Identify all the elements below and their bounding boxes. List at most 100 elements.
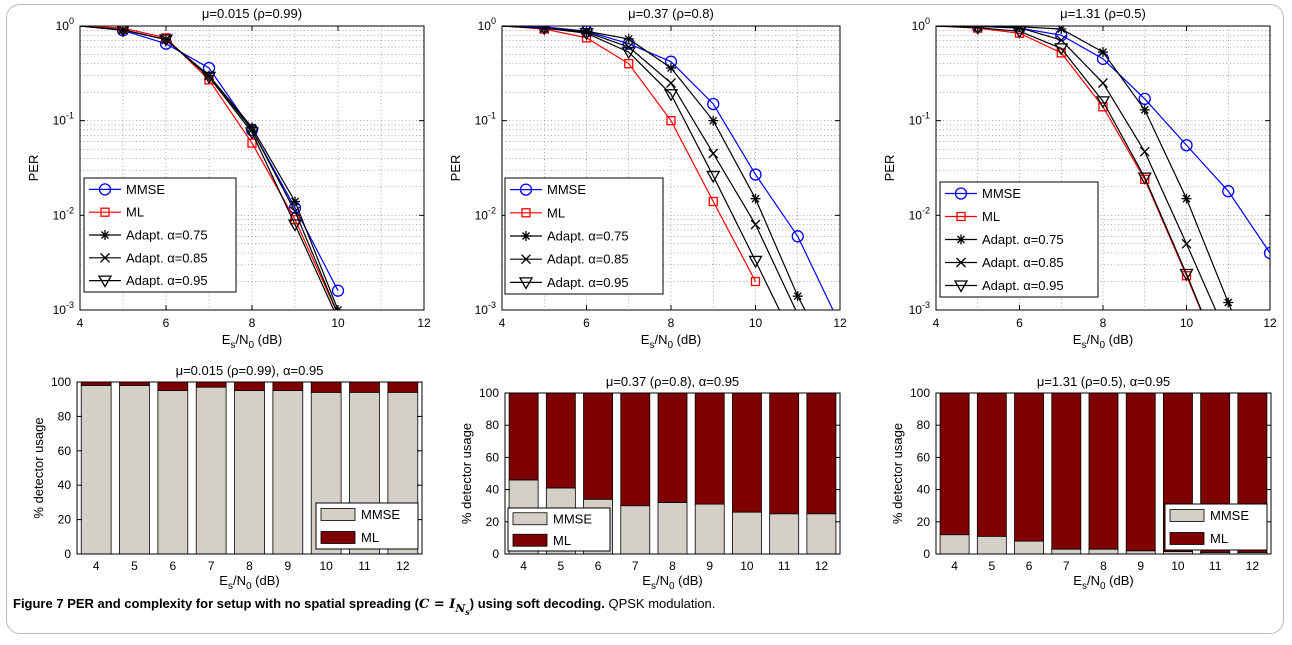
usage-chart-1: 0 20 40 60 80 100 4 5 6 7 8 9 10 11 12 μ=0.015 (ρ=0.99)…: [31, 363, 423, 592]
bar-ml: [272, 381, 304, 392]
point-adapt-0-95: [116, 26, 130, 38]
series-line-adapt-0-95: [80, 26, 335, 310]
point-adapt-0-85: [708, 148, 719, 159]
bar-ml: [310, 381, 342, 393]
y-axis-label: % detector usage: [31, 417, 46, 518]
bar-mmse: [119, 385, 150, 555]
y-tick-label: 100: [912, 16, 930, 33]
legend-label: MMSE: [553, 511, 592, 526]
legend-marker: [954, 187, 968, 200]
bar-ml: [387, 381, 419, 393]
y-axis-label: PER: [448, 155, 463, 182]
bar-ml: [1125, 392, 1156, 552]
bar-ml: [657, 392, 688, 503]
point-ml: [666, 116, 676, 126]
series-group: [502, 26, 834, 310]
legend: MMSE ML Adapt. α=0.75 Adapt. α=0.85 Adapt. α…: [83, 177, 237, 293]
legend-label: Adapt. α=0.75: [126, 228, 208, 243]
legend-swatch: [512, 533, 548, 547]
point-adapt-0-75: [1181, 193, 1192, 204]
legend-marker: [521, 208, 531, 218]
legend-label: ML: [553, 533, 571, 548]
legend-label: ML: [547, 205, 565, 220]
x-tick-label: 5: [131, 559, 138, 573]
x-tick-label: 12: [815, 559, 829, 573]
x-tick-label: 4: [520, 559, 527, 573]
point-adapt-0-95: [1054, 43, 1069, 56]
x-tick-label: 10: [1171, 559, 1185, 573]
plot-frame: [935, 392, 1272, 555]
legend-marker: [956, 234, 966, 245]
point-adapt-0-95: [1095, 96, 1111, 109]
x-tick-label: 9: [706, 559, 713, 573]
point-adapt-0-75: [792, 291, 803, 302]
x-tick-label: 11: [1209, 559, 1222, 573]
point-mmse: [749, 168, 762, 181]
x-tick-label: 10: [749, 316, 763, 330]
x-tick-label: 7: [208, 559, 215, 573]
x-tick-label: 6: [163, 316, 170, 330]
y-axis-label: % detector usage: [890, 423, 905, 524]
bar-mmse: [620, 505, 651, 555]
bar-ml: [234, 381, 265, 392]
usage-chart-2: 0 20 40 60 80 100 4 5 6 7 8 9 10 11 12 μ=0.37 (ρ=0.8), …: [459, 374, 841, 592]
point-mmse: [1180, 139, 1193, 152]
chart-title: μ=1.31 (ρ=0.5): [1060, 6, 1146, 21]
legend-marker: [100, 230, 110, 240]
point-adapt-0-85: [666, 78, 676, 88]
chart-title: μ=0.37 (ρ=0.8), α=0.95: [606, 374, 739, 389]
per-chart-3: 4 6 8 10 12 10-3 10-2 10-1 100 μ=1.31 (ρ=0.5) PER E…: [882, 6, 1277, 351]
bar-ml: [349, 381, 380, 393]
bar-ml: [939, 392, 970, 536]
x-tick-label: 12: [417, 316, 431, 330]
x-tick-label: 10: [331, 316, 345, 330]
point-adapt-0-95: [201, 71, 217, 85]
y-tick-label: 40: [58, 478, 72, 492]
legend: MMSE ML: [507, 507, 611, 552]
y-tick-label: 100: [51, 375, 71, 389]
legend-marker: [100, 252, 110, 263]
bar-mmse: [976, 535, 1007, 555]
per-chart-2: 4 6 8 10 12 10-3 10-2 10-1 100 μ=0.37 (ρ=0.8) PER E…: [448, 6, 847, 351]
series-line-ml: [936, 26, 1202, 310]
point-adapt-0-85: [290, 206, 300, 217]
y-tick-label: 10-1: [909, 111, 930, 128]
legend-marker: [97, 275, 113, 288]
bar-mmse: [732, 511, 762, 555]
point-mmse: [331, 284, 345, 297]
chart-title: μ=0.37 (ρ=0.8): [628, 6, 714, 21]
chart-title: μ=0.015 (ρ=0.99): [202, 6, 302, 21]
x-tick-label: 4: [933, 316, 940, 330]
y-tick-label: 0: [64, 547, 71, 561]
legend-label: ML: [982, 209, 1000, 224]
y-tick-label: 10-2: [909, 205, 930, 222]
point-mmse: [1263, 246, 1270, 260]
point-adapt-0-75: [666, 63, 676, 74]
legend-marker: [521, 254, 531, 265]
legend-label: MMSE: [361, 507, 400, 522]
y-tick-label: 60: [486, 450, 500, 464]
x-tick-label: 12: [833, 316, 847, 330]
point-adapt-0-75: [750, 193, 761, 204]
legend-marker: [956, 257, 966, 268]
y-tick-label: 40: [486, 483, 500, 497]
chart-title: μ=0.015 (ρ=0.99), α=0.95: [176, 363, 324, 378]
x-tick-label: 12: [396, 559, 410, 573]
bar-mmse: [1088, 548, 1119, 555]
x-tick-label: 4: [951, 559, 958, 573]
legend-swatch: [320, 531, 356, 544]
legend-marker: [100, 207, 110, 217]
bar-ml: [1088, 392, 1119, 550]
point-mmse: [707, 97, 720, 111]
y-axis-label: PER: [882, 155, 897, 182]
x-tick-label: 11: [778, 559, 791, 573]
point-adapt-0-95: [972, 26, 983, 35]
bar-ml: [195, 381, 227, 388]
y-tick-label: 100: [910, 386, 930, 400]
x-tick-label: 6: [1026, 559, 1033, 573]
y-tick-label: 100: [479, 386, 499, 400]
bar-ml: [1014, 392, 1044, 542]
x-tick-label: 5: [557, 559, 564, 573]
bar-ml: [80, 381, 112, 386]
point-mmse: [1138, 92, 1151, 106]
